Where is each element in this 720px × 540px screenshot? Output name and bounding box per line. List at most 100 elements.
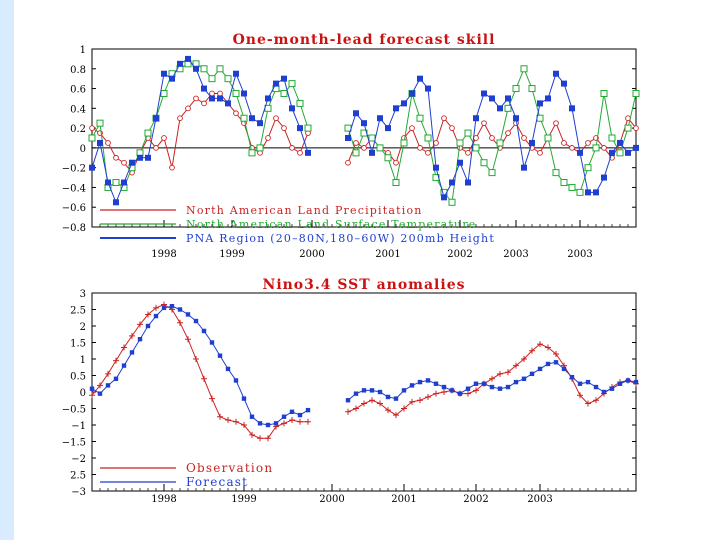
data-point — [489, 375, 495, 382]
data-point — [457, 391, 463, 396]
data-point — [89, 392, 95, 399]
data-point — [209, 395, 215, 402]
data-point — [97, 382, 103, 389]
data-point — [505, 369, 511, 376]
data-point — [113, 376, 119, 381]
data-point — [137, 337, 143, 342]
data-point — [232, 90, 240, 97]
data-point — [465, 386, 471, 391]
data-point — [177, 307, 183, 312]
y-tick-label: 0.5 — [70, 372, 86, 383]
x-tick-label: 2003 — [503, 249, 528, 260]
data-point — [528, 85, 536, 93]
y-tick-label: −0.4 — [62, 183, 86, 194]
data-point — [505, 384, 511, 390]
chart-title: Nino3.4 SST anomalies — [263, 277, 466, 293]
y-tick-label: −0.2 — [62, 164, 86, 175]
data-point — [393, 159, 399, 166]
series-line — [91, 93, 309, 174]
data-point — [553, 360, 559, 365]
data-point — [568, 183, 576, 191]
data-point — [409, 398, 415, 405]
data-point — [185, 55, 191, 62]
data-point — [625, 149, 631, 156]
data-point — [89, 125, 95, 131]
data-point — [297, 149, 303, 156]
y-tick-label: 0.2 — [70, 124, 86, 135]
data-point — [97, 391, 103, 396]
data-point — [169, 164, 175, 171]
data-point — [304, 124, 312, 132]
data-point — [201, 100, 207, 107]
data-point — [296, 99, 304, 107]
data-point — [153, 115, 159, 122]
data-point — [433, 140, 439, 146]
data-point — [289, 105, 295, 112]
data-point — [400, 139, 408, 147]
data-point — [449, 388, 455, 393]
data-point — [257, 435, 263, 442]
data-point — [161, 70, 167, 77]
data-point — [561, 80, 567, 87]
data-point — [305, 149, 311, 156]
data-point — [465, 390, 471, 397]
x-tick-label: 1999 — [219, 249, 244, 260]
data-point — [241, 396, 247, 401]
series-line — [91, 303, 308, 439]
data-point — [569, 145, 575, 151]
y-tick-label: 2.5 — [70, 306, 86, 317]
y-tick-label: −1.5 — [62, 438, 86, 449]
data-point — [576, 188, 584, 196]
data-point — [609, 386, 615, 391]
data-point — [409, 125, 415, 131]
data-point — [112, 179, 120, 186]
data-point — [481, 90, 487, 97]
data-point — [369, 388, 375, 393]
data-point — [489, 135, 495, 141]
data-point — [273, 115, 279, 122]
data-point — [225, 100, 231, 107]
data-point — [465, 179, 471, 186]
data-point — [529, 347, 535, 354]
data-point — [489, 95, 495, 102]
data-point — [593, 384, 599, 390]
data-point — [520, 65, 528, 73]
data-point — [601, 145, 607, 151]
data-point — [353, 405, 359, 412]
data-point — [193, 95, 199, 102]
x-tick-label: 2003 — [567, 249, 592, 260]
data-point — [393, 396, 399, 401]
data-point — [433, 381, 439, 386]
data-point — [169, 304, 175, 309]
data-point — [209, 340, 215, 345]
y-tick-label: 0.8 — [70, 65, 86, 76]
data-point — [545, 344, 551, 351]
data-point — [449, 179, 455, 186]
data-point — [345, 159, 351, 166]
data-point — [544, 134, 552, 142]
data-point — [185, 312, 191, 317]
data-point — [537, 341, 543, 348]
data-point — [504, 104, 512, 112]
data-point — [193, 318, 199, 324]
data-point — [265, 435, 271, 442]
data-point — [624, 124, 632, 132]
data-point — [553, 351, 559, 358]
data-point — [305, 407, 311, 413]
data-point — [281, 75, 287, 82]
data-point — [249, 115, 255, 122]
data-point — [577, 392, 583, 399]
x-tick-label: 2000 — [299, 249, 324, 260]
data-point — [521, 356, 527, 362]
data-point — [193, 65, 199, 72]
data-point — [217, 413, 223, 420]
data-point — [105, 140, 111, 146]
data-point — [97, 139, 103, 146]
data-point — [481, 381, 487, 386]
y-tick-label: −0.6 — [62, 203, 86, 214]
data-point — [289, 417, 295, 424]
series-1 — [89, 304, 639, 428]
data-point — [217, 95, 223, 102]
data-point — [473, 387, 479, 394]
data-point — [113, 357, 119, 364]
